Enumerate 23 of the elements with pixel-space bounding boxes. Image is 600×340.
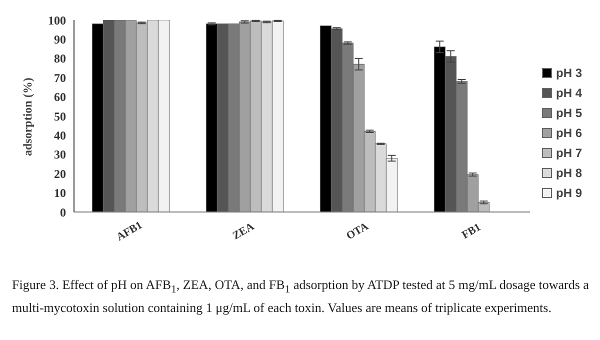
y-tick-label: 10	[54, 186, 66, 200]
y-tick-label: 100	[48, 13, 66, 28]
y-tick-label: 90	[54, 32, 66, 46]
x-tick-label: OTA	[344, 220, 370, 242]
y-tick-label: 20	[54, 166, 66, 181]
y-tick-label: 50	[54, 109, 66, 124]
y-tick-label: 70	[54, 70, 66, 85]
y-tick-label: 40	[54, 128, 66, 142]
y-tick-label: 60	[54, 90, 66, 104]
y-tick-label: 0	[60, 205, 66, 220]
legend-label: pH 3	[556, 66, 582, 80]
y-tick-label: 80	[54, 52, 66, 66]
legend-label: pH 7	[556, 146, 582, 160]
legend-label: pH 9	[556, 186, 582, 200]
legend-label: pH 6	[556, 126, 582, 140]
caption: Figure 3. Effect of pH on AFB$_{1}$, ZEA, OTA, and FB$_{1}$ adsorption by ATDP tested at 5 mg/mL dosage towards a multi-mycotoxin solution containing 1 μg/mL of each toxin. Values are means of triplicate experiments.	[11, 276, 590, 317]
legend-label: pH 5	[556, 106, 582, 120]
legend-label: pH 4	[556, 86, 582, 100]
x-tick-label: ZEA	[230, 220, 256, 242]
y-tick-label: 30	[54, 148, 66, 162]
y-axis-title: adsorption (%)	[20, 78, 34, 156]
x-tick-label: FB1	[460, 221, 483, 242]
legend-label: pH 8	[556, 166, 582, 180]
